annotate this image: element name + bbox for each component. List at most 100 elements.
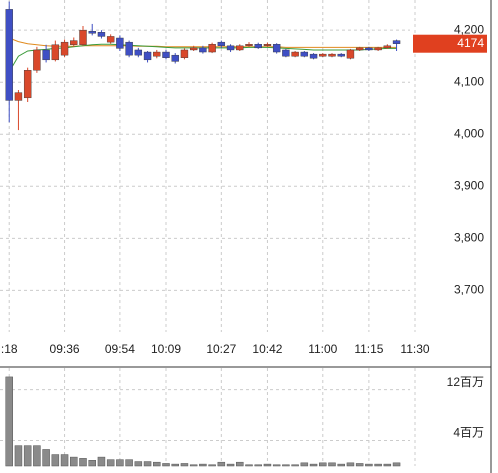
candle-body	[199, 47, 207, 53]
volume-bar	[79, 458, 87, 467]
candle-body	[355, 47, 364, 51]
volume-bar	[171, 463, 179, 467]
volume-bar	[153, 461, 161, 467]
candle-body	[319, 53, 327, 57]
candle-body	[392, 40, 401, 44]
candle-body	[291, 51, 299, 57]
candle-body	[143, 51, 152, 61]
volume-bar	[263, 463, 272, 467]
volume-bar	[143, 461, 152, 467]
candle-body	[254, 44, 262, 49]
volume-bar	[291, 464, 299, 467]
x-tick-label: 11:00	[308, 342, 337, 356]
volume-bar	[106, 459, 115, 467]
x-tick-label: 11:15	[354, 342, 383, 356]
volume-bar	[162, 463, 170, 467]
volume-bar	[365, 463, 373, 467]
volume-bar	[226, 463, 235, 467]
y-tick-label: 4,000	[454, 126, 484, 140]
volume-bar	[217, 461, 226, 467]
candle-body	[328, 53, 336, 57]
candle-body	[51, 44, 60, 61]
x-tick-label: 09:54	[105, 342, 135, 356]
volume-bar	[134, 461, 143, 467]
volume-bar	[254, 464, 262, 467]
y-tick-label: 3,900	[454, 178, 484, 192]
volume-bar	[5, 376, 13, 467]
volume-bar	[88, 460, 96, 467]
candle-body	[97, 32, 106, 37]
candle-body	[134, 49, 143, 56]
volume-tick-label: 4百万	[453, 426, 484, 440]
candle-body	[374, 47, 382, 51]
volume-bar	[60, 454, 69, 467]
candle-body	[153, 51, 161, 57]
candle-body	[33, 49, 41, 71]
volume-bar	[319, 462, 327, 467]
volume-bar	[70, 456, 78, 467]
candle-body	[346, 49, 355, 59]
x-tick-label: 10:42	[252, 342, 282, 356]
volume-bar	[208, 464, 216, 467]
candle-body	[88, 31, 96, 34]
candle-body	[23, 70, 32, 99]
volume-bar	[125, 459, 133, 467]
y-tick-label: 4,100	[454, 74, 484, 88]
candle-body	[79, 29, 87, 45]
candle-body	[106, 36, 115, 43]
volume-bar	[355, 463, 364, 467]
x-tick-label: 09:36	[50, 342, 80, 356]
candle-body	[272, 44, 281, 53]
candle-body	[263, 44, 272, 46]
volume-bar	[374, 463, 382, 467]
volume-bar	[300, 462, 309, 467]
candle-body	[180, 49, 189, 58]
candle-body	[5, 9, 13, 101]
candle-body	[42, 49, 50, 61]
candle-body	[116, 37, 124, 49]
x-tick-label: :18	[1, 342, 18, 356]
candle-body	[171, 54, 179, 62]
last-price-box	[413, 34, 487, 53]
candle-body	[217, 41, 226, 46]
x-tick-label: 10:27	[206, 342, 236, 356]
candle-body	[236, 45, 244, 51]
candle-body	[337, 53, 345, 57]
volume-bar	[245, 464, 253, 467]
volume-bar	[346, 462, 355, 467]
candle-body	[309, 53, 318, 59]
volume-bar	[51, 454, 60, 467]
candle-body	[162, 51, 170, 58]
volume-bar	[189, 464, 198, 467]
candle-body	[300, 51, 309, 57]
volume-bar	[180, 463, 189, 467]
volume-tick-label: 12百万	[447, 375, 484, 389]
candle-body	[226, 45, 235, 51]
volume-bar	[199, 463, 207, 467]
volume-bar	[116, 459, 124, 467]
volume-bar	[309, 463, 318, 467]
volume-bar	[97, 456, 106, 467]
candle-body	[189, 47, 198, 51]
volume-bar	[236, 461, 244, 467]
candle-body	[208, 44, 216, 53]
volume-bar	[14, 445, 23, 467]
candle-body	[383, 45, 392, 49]
last-price-label: 4174	[457, 36, 484, 50]
candle-body	[245, 44, 253, 46]
volume-bar	[337, 463, 345, 467]
candle-body	[60, 41, 69, 56]
volume-bar	[282, 464, 290, 467]
y-tick-label: 3,700	[454, 283, 484, 297]
candle-body	[70, 40, 78, 45]
y-tick-label: 4,200	[454, 22, 484, 36]
candle-body	[14, 92, 23, 101]
volume-bar	[33, 445, 41, 467]
candle-body	[365, 47, 373, 51]
volume-bar	[42, 449, 50, 467]
volume-bar	[328, 462, 336, 467]
x-tick-label: 10:09	[151, 342, 181, 356]
candle-body	[282, 49, 290, 57]
volume-bar	[383, 463, 392, 467]
